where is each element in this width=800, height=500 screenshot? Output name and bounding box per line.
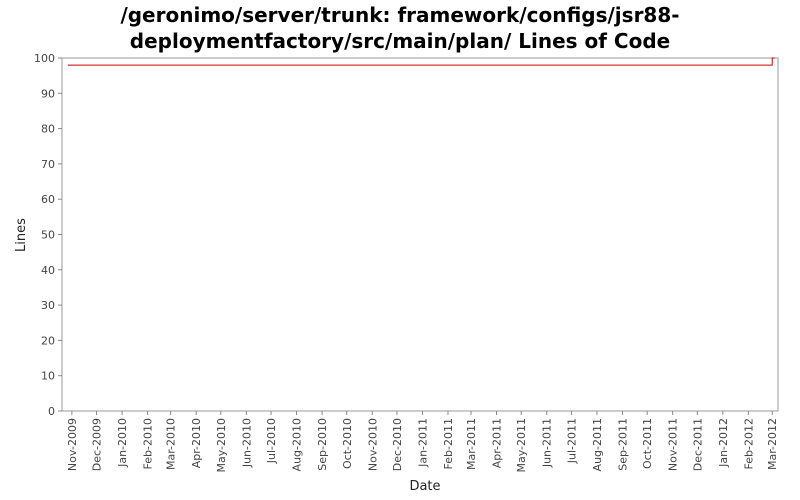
x-tick-label: Jan-2012 [717, 418, 730, 468]
x-tick-label: Feb-2012 [742, 418, 755, 469]
chart-title-line2: deploymentfactory/src/main/plan/ Lines o… [129, 29, 671, 53]
x-axis: Nov-2009 Dec-2009 Jan-2010 Feb-2010 Mar-2010… [66, 411, 779, 473]
chart-title: /geronimo/server/trunk: framework/config… [0, 2, 800, 54]
x-tick-label: Aug-2011 [591, 418, 604, 471]
y-tick-label: 0 [48, 405, 55, 418]
x-axis-title: Date [409, 479, 440, 494]
x-tick-label: Jul-2010 [265, 418, 278, 464]
x-tick-label: Feb-2011 [442, 418, 455, 469]
y-tick-label: 30 [41, 299, 55, 312]
x-tick-label: Nov-2009 [66, 418, 79, 471]
y-axis-title: Lines [14, 218, 29, 252]
x-tick-label: May-2010 [215, 418, 228, 473]
x-tick-label: Jan-2011 [416, 418, 429, 468]
x-tick-label: Jul-2011 [565, 418, 578, 464]
x-tick-label: Dec-2010 [391, 418, 404, 471]
x-tick-label: Aug-2010 [291, 418, 304, 471]
x-tick-label: Dec-2011 [691, 418, 704, 471]
x-tick-label: Sep-2010 [316, 418, 329, 471]
x-tick-label: Oct-2010 [341, 418, 354, 469]
x-tick-label: Apr-2011 [491, 418, 504, 468]
y-axis: 0 10 20 30 40 50 60 70 80 90 100 [34, 52, 62, 418]
x-tick-label: Sep-2011 [616, 418, 629, 471]
x-tick-label: Mar-2012 [766, 418, 779, 470]
y-tick-label: 100 [34, 52, 55, 65]
series-layer [67, 57, 775, 66]
x-tick-label: Dec-2009 [91, 418, 104, 471]
x-tick-label: Nov-2010 [366, 418, 379, 471]
y-tick-label: 10 [41, 370, 55, 383]
x-tick-label: Jan-2010 [116, 418, 129, 468]
x-tick-label: May-2011 [515, 418, 528, 473]
x-tick-label: Nov-2011 [667, 418, 680, 471]
y-tick-label: 90 [41, 87, 55, 100]
x-tick-label: Mar-2010 [165, 418, 178, 470]
y-tick-label: 20 [41, 334, 55, 347]
series-line [67, 57, 775, 66]
plot-area [61, 57, 779, 412]
x-tick-label: Oct-2011 [641, 418, 654, 469]
x-tick-label: Jun-2010 [240, 418, 253, 468]
chart-title-line1: /geronimo/server/trunk: framework/config… [120, 3, 680, 27]
x-tick-label: Apr-2010 [190, 418, 203, 468]
y-tick-label: 40 [41, 264, 55, 277]
x-tick-label: Mar-2011 [465, 418, 478, 470]
x-tick-label: Feb-2010 [142, 418, 155, 469]
y-tick-label: 50 [41, 229, 55, 242]
x-tick-label: Jun-2011 [541, 418, 554, 468]
y-tick-label: 70 [41, 158, 55, 171]
y-tick-label: 60 [41, 193, 55, 206]
y-tick-label: 80 [41, 123, 55, 136]
